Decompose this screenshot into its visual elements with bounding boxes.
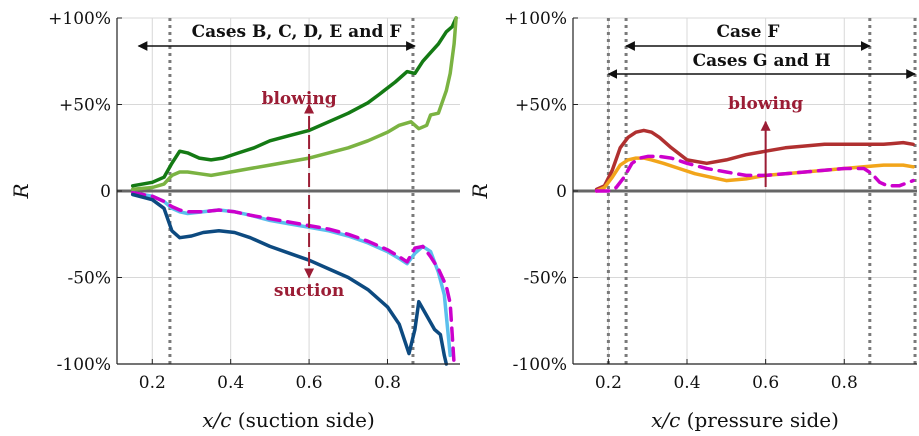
span-label-1: Cases G and H bbox=[693, 51, 831, 71]
series-line-1 bbox=[130, 16, 458, 192]
y-tick-label: -100% bbox=[57, 355, 111, 375]
x-tick-label: 0.2 bbox=[595, 373, 622, 393]
y-axis-label: R bbox=[9, 183, 33, 199]
y-tick-label: -50% bbox=[67, 269, 111, 289]
x-tick-label: 0.4 bbox=[217, 373, 244, 393]
y-tick-label: 0 bbox=[100, 182, 111, 202]
span-label: Cases B, C, D, E and F bbox=[192, 22, 402, 42]
y-tick-label: -50% bbox=[523, 269, 567, 289]
series-line-4 bbox=[130, 192, 449, 366]
x-tick-label: 0.6 bbox=[296, 373, 323, 393]
span-label-0: Case F bbox=[716, 22, 779, 42]
x-tick-label: 0.8 bbox=[374, 373, 401, 393]
series-line-0 bbox=[594, 128, 915, 192]
y-tick-label: -100% bbox=[513, 355, 567, 375]
x-tick-label: 0.8 bbox=[831, 373, 858, 393]
y-tick-label: +50% bbox=[515, 96, 567, 116]
suction-side-panel: 0.2 0.4 0.6 0.8 +100% +50% 0 -50% -100% x/c (suct… bbox=[9, 9, 460, 432]
x-tick-label: 0.6 bbox=[752, 373, 779, 393]
series-line-1 bbox=[594, 156, 915, 193]
y-axis-label: R bbox=[468, 183, 492, 199]
y-tick-label: +50% bbox=[59, 96, 111, 116]
x-tick-label: 0.4 bbox=[673, 373, 700, 393]
y-tick-label: 0 bbox=[556, 182, 567, 202]
series-line-3 bbox=[130, 190, 456, 366]
series-line-0 bbox=[130, 16, 458, 188]
x-tick-label: 0.2 bbox=[139, 373, 166, 393]
y-tick-label: +100% bbox=[504, 9, 567, 29]
series-line-2 bbox=[594, 154, 915, 193]
blowing-label: blowing bbox=[728, 94, 803, 114]
x-axis-label: x/c (pressure side) bbox=[651, 408, 839, 432]
blowing-label: blowing bbox=[262, 89, 337, 109]
suction-label: suction bbox=[274, 281, 344, 301]
y-tick-label: +100% bbox=[48, 9, 111, 29]
pressure-side-panel: 0.2 0.4 0.6 0.8 +100% +50% 0 -50% -100% x/c (pres… bbox=[468, 9, 917, 432]
x-axis-label: x/c (suction side) bbox=[202, 408, 375, 432]
